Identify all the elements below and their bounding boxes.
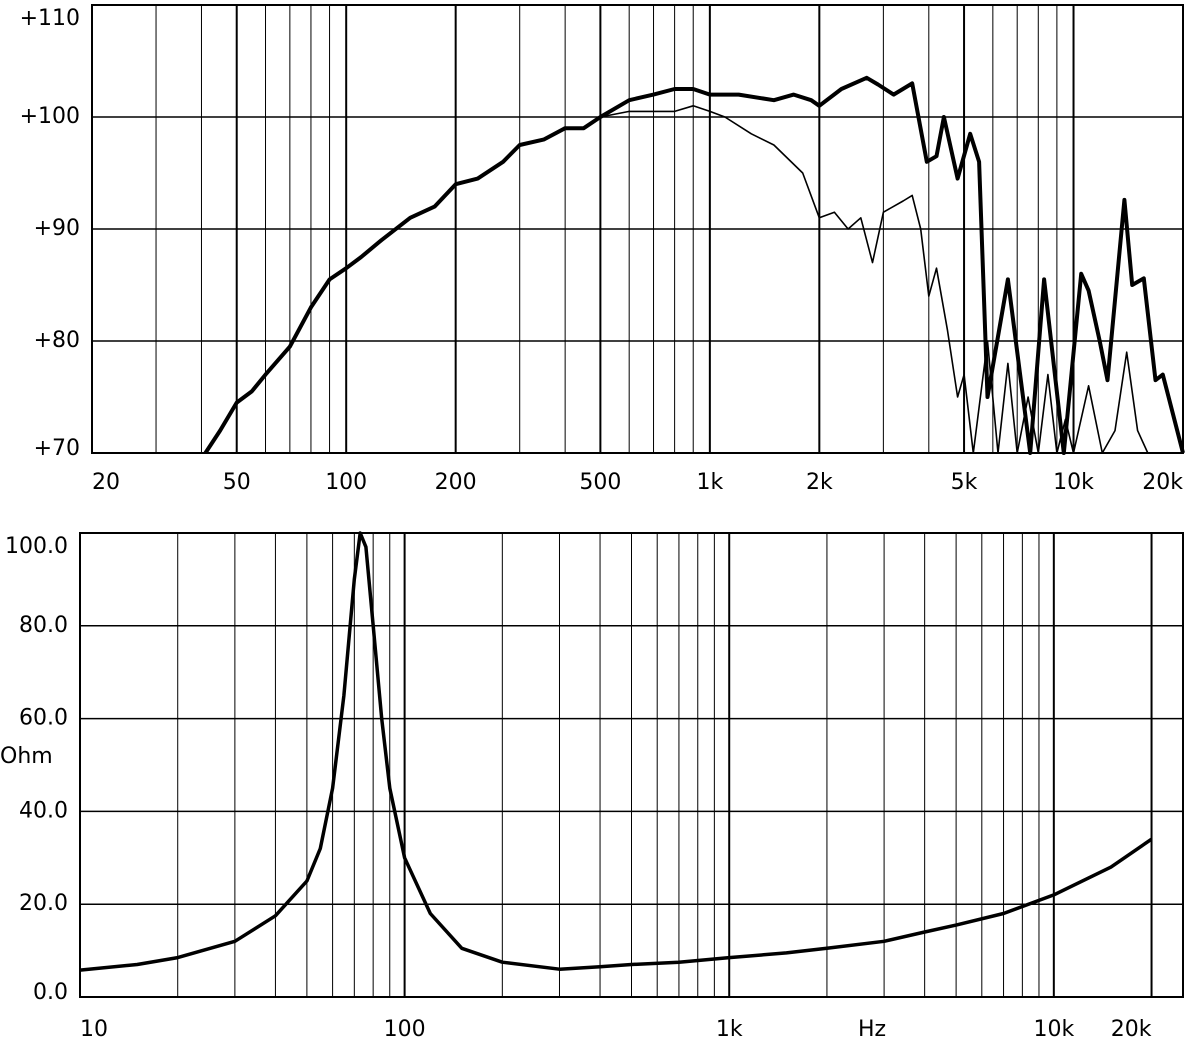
x-tick-label: 200 (435, 470, 477, 495)
x-tick-label: 500 (579, 470, 621, 495)
x-tick-label: 10 (80, 1017, 108, 1041)
response-line (79, 531, 1153, 972)
y-tick-label: 0.0 (33, 980, 68, 1005)
y-tick-label: 100.0 (5, 534, 68, 559)
x-tick-label: 1k (716, 1017, 743, 1041)
y-tick-label: +100 (20, 104, 80, 129)
x-tick-label: 5k (951, 470, 978, 495)
y-tick-label: +90 (34, 216, 80, 241)
y-tick-label: 60.0 (19, 706, 68, 731)
y-tick-label: 40.0 (19, 798, 68, 823)
x-tick-label: 20 (92, 470, 120, 495)
x-tick-label: 2k (806, 470, 833, 495)
x-tick-label: 10k (1033, 1017, 1074, 1041)
response-line (600, 105, 1149, 454)
x-tick-label: 20k (1111, 1017, 1152, 1041)
y-axis-label: Ohm (0, 744, 53, 769)
y-tick-label: 80.0 (19, 613, 68, 638)
y-tick-label: +80 (34, 328, 80, 353)
x-tick-label: 100 (384, 1017, 426, 1041)
x-tick-label: 1k (696, 470, 723, 495)
y-tick-label: +110 (20, 6, 80, 31)
x-tick-label: 10k (1053, 470, 1094, 495)
response-line (203, 75, 1185, 455)
y-tick-label: +70 (34, 436, 80, 461)
x-tick-label: 50 (223, 470, 251, 495)
x-axis-label: Hz (858, 1017, 886, 1041)
x-tick-label: 100 (325, 470, 367, 495)
x-tick-label: 20k (1142, 470, 1183, 495)
y-tick-label: 20.0 (19, 891, 68, 916)
